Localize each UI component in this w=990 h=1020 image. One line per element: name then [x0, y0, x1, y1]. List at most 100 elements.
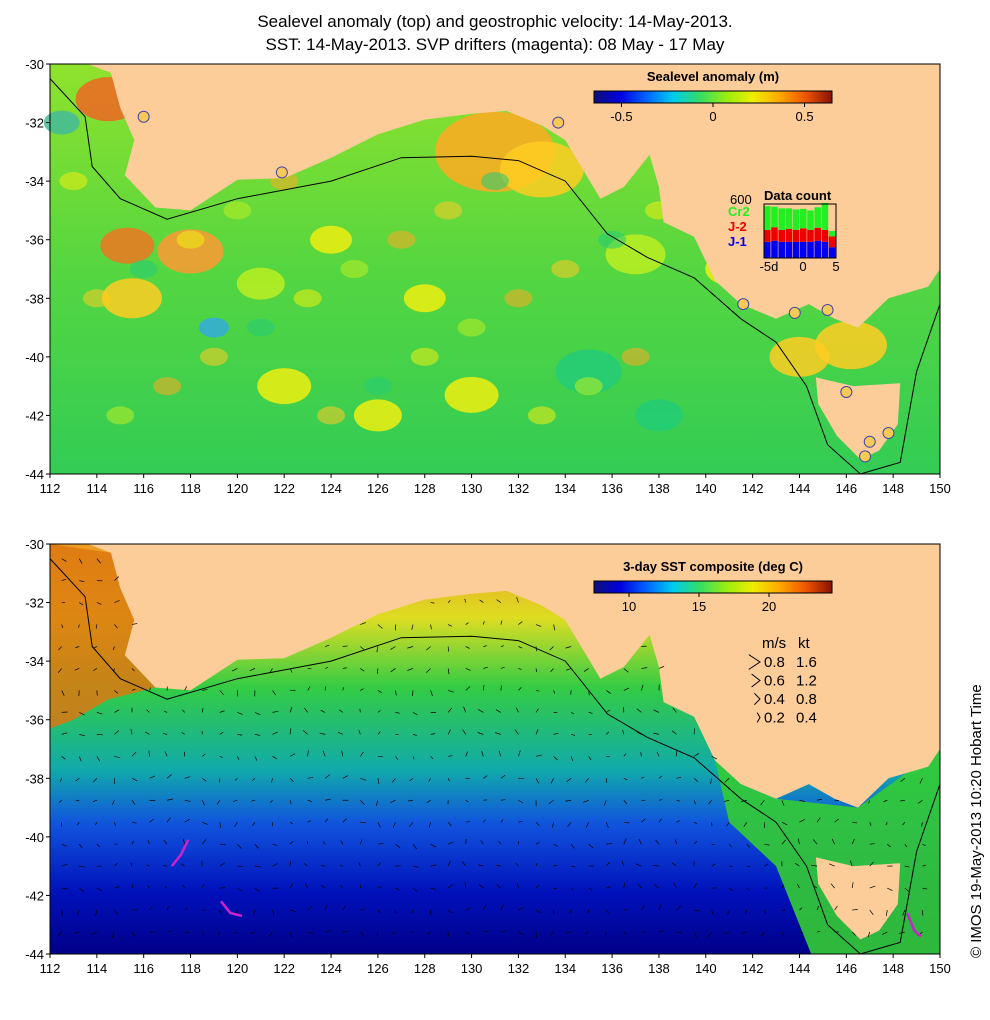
- frame: [49, 543, 941, 955]
- velocity-arrow: [535, 690, 540, 692]
- velocity-arrow: [498, 840, 502, 845]
- velocity-arrow: [447, 821, 452, 827]
- velocity-arrow: [182, 884, 185, 889]
- velocity-arrow: [636, 731, 642, 735]
- velocity-arrow: [164, 710, 168, 713]
- velocity-arrow: [76, 822, 80, 826]
- velocity-arrow: [495, 709, 502, 713]
- velocity-arrow: [693, 821, 698, 824]
- anomaly-blob: [176, 230, 205, 249]
- y-tick-label: -32: [25, 116, 44, 131]
- anomaly-blob: [293, 289, 322, 308]
- velocity-arrow: [390, 668, 396, 673]
- velocity-arrow: [621, 860, 625, 867]
- velocity-arrow: [658, 666, 665, 669]
- velocity-arrow: [360, 931, 365, 936]
- velocity-arrow: [342, 818, 347, 823]
- velocity-arrow: [319, 732, 326, 735]
- velocity-arrow: [741, 931, 747, 935]
- velocity-arrow: [114, 909, 118, 916]
- velocity-arrow: [427, 931, 431, 935]
- velocity-arrow: [254, 843, 259, 849]
- velocity-arrow: [922, 887, 928, 890]
- velocity-arrow: [78, 624, 80, 628]
- velocity-arrow: [201, 839, 207, 845]
- velocity-arrow: [219, 690, 224, 695]
- velocity-arrow: [201, 931, 205, 936]
- velocity-arrow: [164, 886, 168, 889]
- velocity-arrow: [904, 843, 908, 848]
- y-tick-label: -40: [25, 350, 44, 365]
- x-tick-label: 122: [273, 481, 295, 496]
- velocity-arrow: [724, 778, 730, 783]
- velocity-arrow: [219, 731, 224, 735]
- data-count-bar-j2: [828, 236, 836, 248]
- velocity-arrow: [360, 800, 365, 805]
- velocity-arrow: [202, 778, 207, 782]
- velocity-arrow: [794, 862, 800, 867]
- y-tick-label: -44: [25, 947, 44, 962]
- velocity-arrow: [131, 668, 135, 672]
- anomaly-blob: [634, 399, 683, 432]
- velocity-arrow: [797, 883, 800, 889]
- velocity-arrow: [448, 690, 454, 693]
- tide-gauges: [137, 110, 895, 463]
- velocity-arrow: [500, 799, 506, 801]
- velocity-arrow: [623, 931, 627, 935]
- velocity-arrow: [375, 800, 379, 807]
- velocity-arrow: [465, 622, 469, 625]
- velocity-arrow: [407, 799, 414, 802]
- velocity-arrow: [114, 755, 121, 759]
- velocity-arrow: [377, 710, 381, 713]
- velocity-arrow: [658, 799, 663, 801]
- velocity-arrow: [693, 752, 700, 757]
- velocity-arrow: [321, 884, 326, 889]
- velocity-arrow: [305, 883, 308, 889]
- velocity-arrow: [60, 822, 63, 827]
- velocity-arrow: [552, 822, 554, 828]
- velocity-arrow: [478, 864, 484, 867]
- velocity-arrow: [799, 819, 805, 823]
- velocity-arrow: [339, 864, 343, 867]
- data-count-bar-j2: [764, 229, 771, 242]
- velocity-arrow: [816, 817, 821, 823]
- velocity-arrow: [900, 799, 905, 802]
- velocity-arrow: [184, 818, 190, 823]
- velocity-arrow: [289, 778, 294, 783]
- velocity-arrow: [392, 778, 396, 783]
- velocity-arrow: [114, 690, 119, 694]
- x-tick-label: 120: [227, 961, 249, 976]
- x-tick-label: 128: [414, 481, 436, 496]
- velocity-arrow: [831, 838, 835, 845]
- data-count-bar-j2: [821, 229, 829, 242]
- data-count-bar-cr2: [800, 208, 807, 229]
- velocity-arrow: [693, 882, 698, 889]
- velocity-arrow: [482, 621, 485, 625]
- tide-gauge-marker: [859, 450, 872, 463]
- velocity-arrow: [377, 778, 380, 784]
- velocity-arrow: [272, 843, 278, 846]
- velocity-arrow: [447, 600, 451, 603]
- velocity-arrow: [549, 646, 554, 651]
- velocity-arrow: [462, 861, 467, 867]
- velocity-arrow: [904, 887, 910, 892]
- velocity-arrow: [447, 778, 450, 782]
- anomaly-blob: [101, 278, 162, 319]
- velocity-arrow: [430, 690, 433, 697]
- velocity-arrow: [289, 800, 292, 805]
- velocity-arrow: [180, 863, 185, 867]
- x-tick-label: 114: [86, 481, 107, 496]
- velocity-arrow: [359, 839, 363, 845]
- anomaly-blob: [153, 377, 182, 396]
- velocity-arrow: [324, 774, 331, 779]
- velocity-arrow: [325, 666, 329, 669]
- velocity-arrow: [360, 751, 364, 757]
- velocity-arrow: [184, 907, 188, 911]
- data-count-max: 600: [730, 192, 752, 207]
- velocity-arrow: [147, 839, 150, 845]
- velocity-arrow: [237, 865, 244, 868]
- velocity-arrow: [518, 646, 523, 649]
- velocity-arrow: [653, 732, 660, 735]
- velocity-arrow: [553, 887, 558, 890]
- tide-gauge-marker: [137, 110, 150, 123]
